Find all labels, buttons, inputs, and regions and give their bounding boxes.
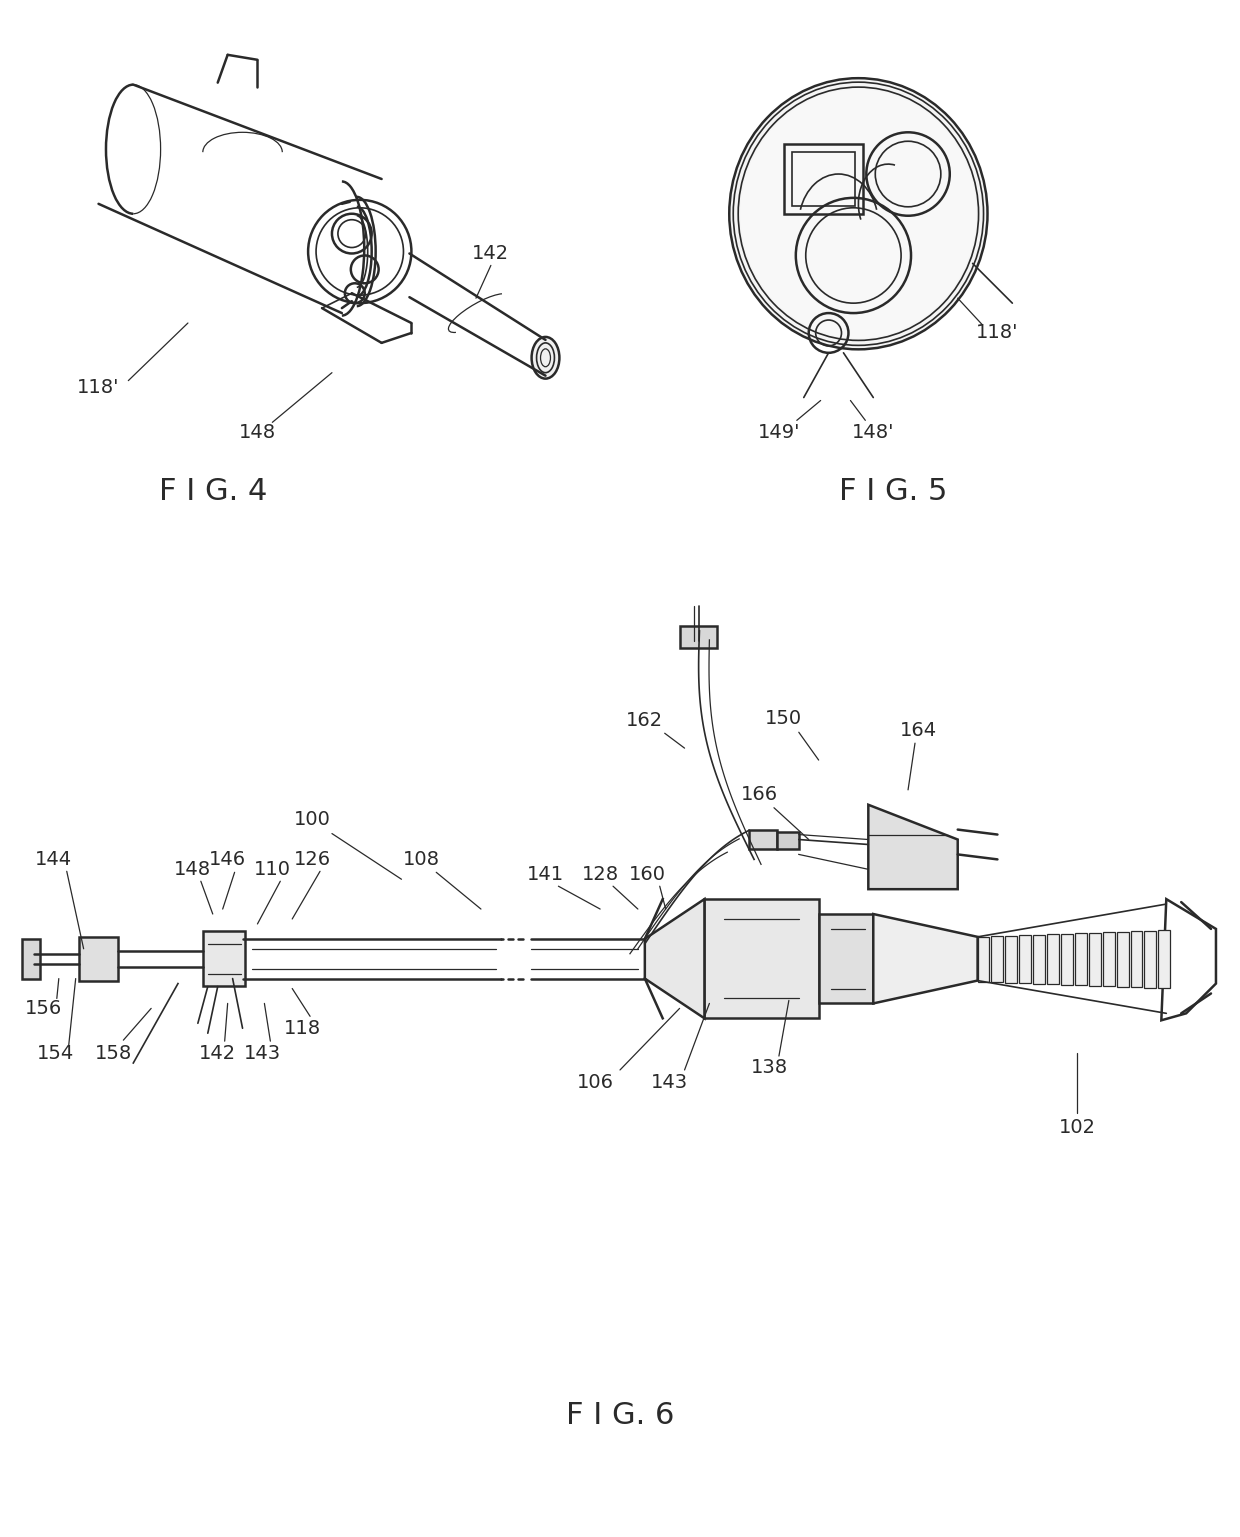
Text: 142: 142: [472, 244, 510, 263]
Text: 118': 118': [77, 378, 120, 397]
Bar: [1047, 934, 1059, 984]
Bar: [1061, 934, 1073, 985]
Bar: [1117, 931, 1128, 987]
Text: 166: 166: [740, 785, 777, 804]
Bar: [1102, 931, 1115, 985]
Text: 156: 156: [25, 999, 62, 1017]
Text: 128: 128: [582, 865, 619, 884]
Bar: [1145, 931, 1157, 987]
Text: 148: 148: [239, 423, 277, 441]
Text: 160: 160: [630, 865, 666, 884]
Bar: [78, 938, 118, 981]
Text: 162: 162: [626, 710, 663, 730]
Bar: [1006, 936, 1017, 982]
Bar: [1019, 934, 1032, 982]
Text: 126: 126: [294, 850, 331, 868]
Text: 142: 142: [200, 1044, 237, 1062]
Text: 118: 118: [284, 1019, 321, 1037]
Text: F I G. 4: F I G. 4: [159, 478, 267, 506]
Text: 141: 141: [527, 865, 564, 884]
Text: 148: 148: [175, 859, 212, 879]
Ellipse shape: [729, 78, 987, 349]
Text: 100: 100: [294, 810, 331, 828]
Bar: [1131, 931, 1142, 987]
Text: 150: 150: [765, 709, 802, 729]
Bar: [784, 144, 863, 214]
Bar: [22, 939, 40, 979]
Polygon shape: [868, 805, 957, 890]
Polygon shape: [645, 899, 704, 1019]
Bar: [704, 899, 818, 1019]
Text: 102: 102: [1059, 1117, 1095, 1137]
Bar: [992, 936, 1003, 982]
Bar: [777, 832, 799, 850]
Bar: [818, 915, 873, 1004]
Text: 144: 144: [35, 850, 72, 868]
Ellipse shape: [532, 337, 559, 378]
Bar: [203, 931, 244, 985]
Bar: [977, 938, 990, 982]
Text: 148': 148': [852, 423, 894, 441]
Bar: [792, 152, 856, 206]
Ellipse shape: [740, 89, 977, 338]
Text: 158: 158: [94, 1044, 131, 1062]
Bar: [680, 626, 718, 647]
Text: 108: 108: [403, 850, 440, 868]
Bar: [749, 830, 777, 850]
Text: 164: 164: [899, 721, 936, 739]
Text: 118': 118': [976, 323, 1019, 343]
Text: 149': 149': [758, 423, 800, 441]
Text: 146: 146: [210, 850, 247, 868]
Text: 106: 106: [577, 1073, 614, 1093]
Text: 154: 154: [37, 1044, 74, 1062]
Text: F I G. 6: F I G. 6: [565, 1402, 675, 1429]
Bar: [1158, 930, 1171, 987]
Text: 143: 143: [244, 1044, 281, 1062]
Text: 110: 110: [254, 859, 291, 879]
Text: 138: 138: [750, 1059, 787, 1077]
Bar: [1033, 934, 1045, 984]
Bar: [1075, 933, 1086, 985]
Bar: [1089, 933, 1101, 985]
Text: F I G. 5: F I G. 5: [839, 478, 947, 506]
Text: 143: 143: [651, 1073, 688, 1093]
Polygon shape: [873, 915, 977, 1004]
